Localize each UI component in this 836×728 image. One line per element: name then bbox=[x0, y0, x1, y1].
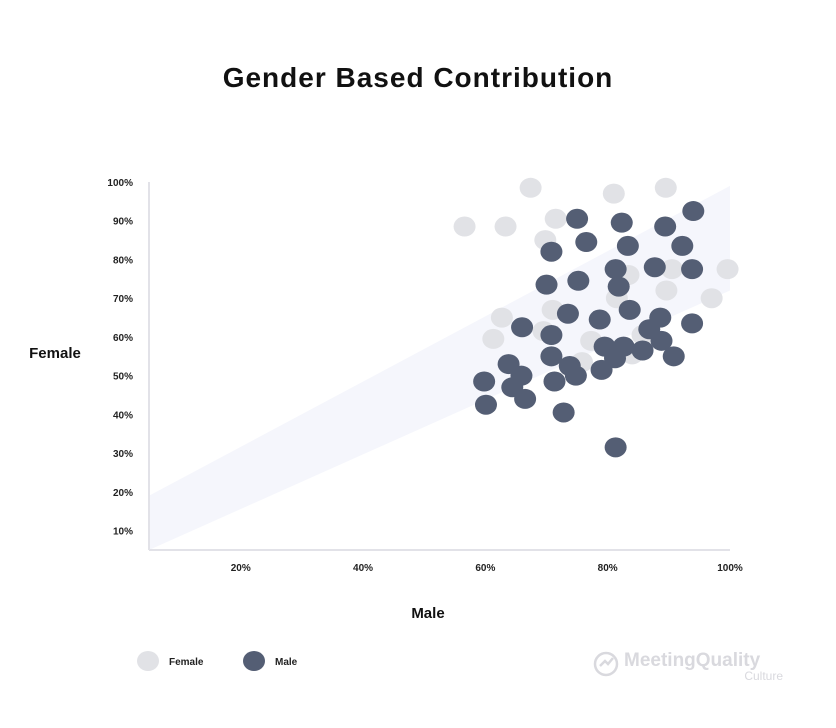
data-point-male bbox=[511, 317, 534, 338]
data-point-female bbox=[482, 328, 505, 349]
x-tick-label: 60% bbox=[475, 563, 495, 574]
data-point-male bbox=[671, 235, 694, 256]
data-point-male bbox=[514, 388, 537, 409]
data-point-female bbox=[716, 259, 739, 280]
data-point-male bbox=[535, 274, 558, 295]
data-point-male bbox=[607, 276, 630, 297]
data-point-male bbox=[473, 371, 496, 392]
trend-band bbox=[149, 185, 730, 550]
data-point-male bbox=[650, 330, 673, 351]
data-point-female bbox=[655, 280, 678, 301]
data-point-female bbox=[602, 183, 625, 204]
data-point-female bbox=[660, 259, 683, 280]
data-point-male bbox=[575, 232, 598, 253]
x-tick-label: 40% bbox=[353, 563, 373, 574]
data-point-male bbox=[616, 235, 639, 256]
y-tick-label: 20% bbox=[113, 488, 133, 499]
data-point-male bbox=[662, 346, 685, 367]
data-point-male bbox=[682, 201, 705, 222]
data-point-male bbox=[474, 394, 497, 415]
data-point-female bbox=[544, 208, 567, 229]
y-tick-label: 70% bbox=[113, 294, 133, 305]
y-tick-label: 80% bbox=[113, 255, 133, 266]
data-point-male bbox=[564, 365, 587, 386]
chart-title: Gender Based Contribution bbox=[222, 62, 614, 93]
y-tick-labels: 10% 20% 30% 40% 50% 60% 70% 80% 90% 100% bbox=[107, 178, 133, 538]
data-point-male bbox=[618, 299, 641, 320]
data-point-male bbox=[556, 303, 579, 324]
x-tick-labels: 20% 40% 60% 80% 100% bbox=[231, 563, 743, 574]
data-point-male bbox=[610, 212, 633, 233]
data-point-male bbox=[604, 259, 627, 280]
y-tick-label: 60% bbox=[113, 333, 133, 344]
legend-swatch-male bbox=[243, 651, 265, 671]
data-point-male bbox=[540, 346, 563, 367]
data-point-male bbox=[631, 340, 654, 361]
data-point-male bbox=[654, 216, 677, 237]
data-point-male bbox=[588, 309, 611, 330]
y-axis-label: Female bbox=[29, 345, 81, 362]
data-point-male bbox=[540, 241, 563, 262]
trend-band-layer bbox=[149, 185, 730, 550]
legend: Female Male bbox=[137, 651, 298, 671]
x-axis-label: Male bbox=[411, 605, 444, 622]
legend-label-female: Female bbox=[169, 657, 204, 668]
watermark-brand: MeetingQuality bbox=[624, 650, 761, 671]
y-tick-label: 90% bbox=[113, 217, 133, 228]
data-point-male bbox=[552, 402, 575, 423]
data-point-female bbox=[490, 307, 513, 328]
data-point-female bbox=[700, 288, 723, 309]
data-points bbox=[453, 177, 739, 458]
data-point-male bbox=[604, 437, 627, 458]
legend-swatch-female bbox=[137, 651, 159, 671]
data-point-male bbox=[567, 270, 590, 291]
data-point-male bbox=[590, 359, 613, 380]
data-point-female bbox=[654, 177, 677, 198]
legend-label-male: Male bbox=[275, 657, 298, 668]
data-point-male bbox=[681, 313, 704, 334]
x-tick-label: 100% bbox=[717, 563, 743, 574]
data-point-female bbox=[494, 216, 517, 237]
data-point-female bbox=[453, 216, 476, 237]
y-tick-label: 100% bbox=[107, 178, 133, 189]
watermark-sub: Culture bbox=[744, 669, 783, 683]
x-tick-label: 20% bbox=[231, 563, 251, 574]
y-tick-label: 30% bbox=[113, 449, 133, 460]
y-tick-label: 10% bbox=[113, 527, 133, 538]
axes bbox=[148, 182, 730, 551]
data-point-female bbox=[519, 177, 542, 198]
data-point-male bbox=[543, 371, 566, 392]
y-tick-label: 50% bbox=[113, 372, 133, 383]
watermark: MeetingQuality Culture bbox=[592, 650, 792, 683]
y-tick-label: 40% bbox=[113, 410, 133, 421]
data-point-male bbox=[643, 257, 666, 278]
data-point-male bbox=[681, 259, 704, 280]
watermark-logo-icon bbox=[593, 651, 619, 677]
data-point-male bbox=[566, 208, 589, 229]
x-tick-label: 80% bbox=[598, 563, 618, 574]
data-point-male bbox=[540, 325, 563, 346]
